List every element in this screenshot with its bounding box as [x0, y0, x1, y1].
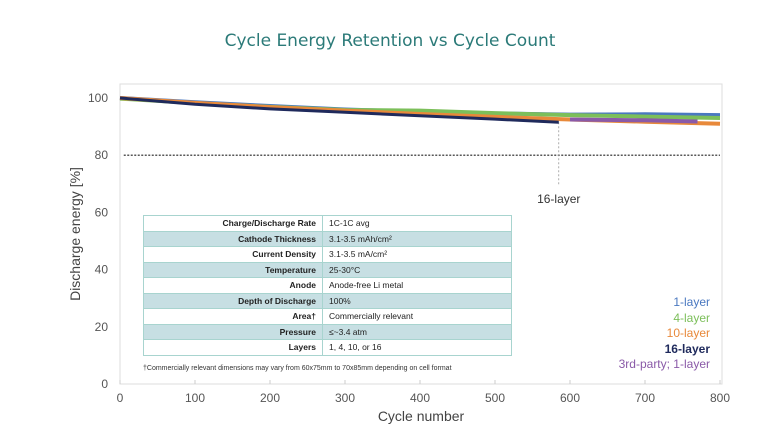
y-tick-label: 20 [95, 320, 109, 334]
x-tick-label: 0 [117, 391, 124, 405]
x-tick-label: 800 [710, 391, 730, 405]
param-value: 3.1-3.5 mAh/cm² [322, 230, 512, 247]
plot-frame [119, 83, 723, 385]
param-name: Anode [143, 277, 323, 294]
legend-item: 3rd-party; 1-layer [618, 357, 710, 371]
table-row: Temperature 25-30°C [143, 261, 512, 278]
param-value: Anode-free Li metal [322, 277, 512, 294]
test-conditions-table: Charge/Discharge Rate 1C-1C avg Cathode Th… [143, 215, 512, 356]
param-value: 1C-1C avg [322, 215, 512, 232]
legend-item: 10-layer [666, 326, 710, 340]
legend-item: 16-layer [664, 341, 710, 356]
param-name: Pressure [143, 323, 323, 340]
table-row: Charge/Discharge Rate 1C-1C avg [143, 215, 512, 232]
param-name: Layers [143, 339, 323, 356]
x-tick-label: 300 [335, 391, 355, 405]
x-tick-label: 500 [485, 391, 505, 405]
y-tick-label: 80 [95, 148, 109, 162]
param-value: 100% [322, 292, 512, 309]
param-value: 1, 4, 10, or 16 [322, 339, 512, 356]
y-tick-label: 100 [88, 91, 108, 105]
x-tick-label: 200 [260, 391, 280, 405]
table-row: Area† Commercially relevant [143, 308, 512, 325]
param-value: 25-30°C [322, 261, 512, 278]
param-name: Charge/Discharge Rate [143, 215, 323, 232]
param-name: Current Density [143, 246, 323, 263]
table-row: Cathode Thickness 3.1-3.5 mAh/cm² [143, 230, 512, 247]
table-row: Depth of Discharge 100% [143, 292, 512, 309]
y-tick-label: 40 [95, 263, 109, 277]
y-tick-label: 0 [101, 377, 108, 391]
table-row: Anode Anode-free Li metal [143, 277, 512, 294]
param-name: Temperature [143, 261, 323, 278]
param-name: Cathode Thickness [143, 230, 323, 247]
annotation-16-layer: 16-layer [537, 192, 580, 206]
y-axis-label: Discharge energy [%] [67, 167, 83, 301]
table-row: Current Density 3.1-3.5 mA/cm² [143, 246, 512, 263]
x-tick-label: 600 [560, 391, 580, 405]
param-name: Area† [143, 308, 323, 325]
x-tick-label: 700 [635, 391, 655, 405]
table-footnote: †Commercially relevant dimensions may va… [143, 365, 452, 372]
x-tick-label: 100 [185, 391, 205, 405]
table-row: Pressure ≤~3.4 atm [143, 323, 512, 340]
x-tick-label: 400 [410, 391, 430, 405]
y-tick-label: 60 [95, 205, 109, 219]
legend-item: 4-layer [673, 310, 710, 325]
x-axis-label: Cycle number [378, 408, 465, 424]
param-value: Commercially relevant [322, 308, 512, 325]
legend-item: 1-layer [673, 295, 710, 309]
param-value: 3.1-3.5 mA/cm² [322, 246, 512, 263]
series-line-3rd-party-1-layer [569, 117, 698, 124]
series-line-16-layer [119, 96, 559, 124]
chart-title: Cycle Energy Retention vs Cycle Count [224, 31, 556, 51]
param-value: ≤~3.4 atm [322, 323, 512, 340]
table-row: Layers 1, 4, 10, or 16 [143, 339, 512, 356]
param-name: Depth of Discharge [143, 292, 323, 309]
